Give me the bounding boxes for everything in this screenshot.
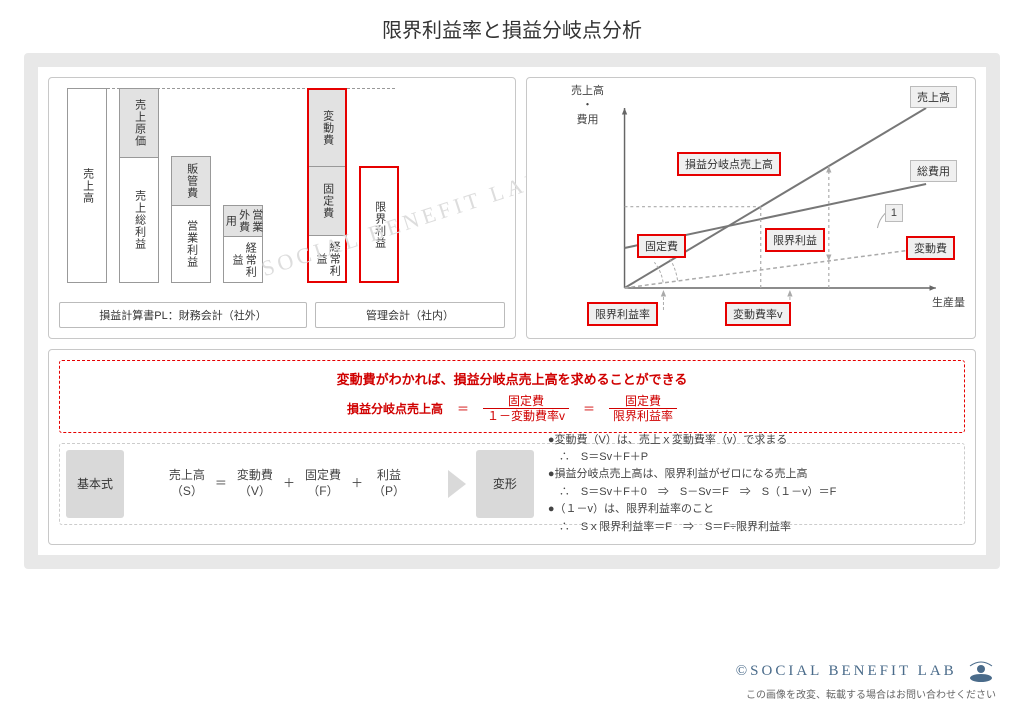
arrow-icon [448,470,466,498]
eq-term: 変動費（V） [237,468,273,499]
eq-term: 利益（P） [373,468,405,499]
x-axis-label: 生産量 [932,296,965,310]
bar-segment: 売上高 [68,89,106,282]
basic-pill: 基本式 [66,450,124,518]
footer-management: 管理会計（社内） [315,302,505,328]
frac1-num: 固定費 [504,394,548,408]
brand-text: ©SOCIAL BENEFIT LAB [736,663,957,679]
bar-segment: 営業外費用 [224,206,262,236]
marginal-rate-label: 限界利益率 [587,302,658,326]
callout-title: 変動費がわかれば、損益分岐点売上高を求めることができる [72,369,952,388]
callout: 変動費がわかれば、損益分岐点売上高を求めることができる 損益分岐点売上高 ＝ 固… [59,360,965,433]
derivation-line: ●損益分岐点売上高は、限界利益がゼロになる売上高 [548,467,956,482]
derivation-line: ●（１－v）は、限界利益率のこと [548,502,956,517]
slope-one-label: 1 [885,204,903,222]
bar-segment: 固定費 [309,166,345,235]
bar-chart-area: 売上高売上原価売上総利益販管費営業利益営業外費用経常利益変動費固定費経常利益限界… [59,88,505,283]
equals-2: ＝ [583,400,595,417]
frac2-den: 限界利益率 [609,408,677,423]
bar-column: 販管費営業利益 [171,156,211,283]
eq-term: ＝ [215,476,227,492]
fixed-cost-label: 固定費 [637,234,686,258]
variable-cost-label: 変動費 [906,236,955,260]
derivation-line: ●変動費（V）は、売上ｘ変動費率（v）で求まる [548,433,956,448]
fraction-2: 固定費 限界利益率 [609,394,677,424]
derivation-line: ∴ S＝Sv＋F＋P [548,450,956,465]
frac1-den: １－変動費率v [483,408,569,423]
fraction-1: 固定費 １－変動費率v [483,394,569,424]
page-title: 限界利益率と損益分岐点分析 [0,0,1024,53]
frac2-num: 固定費 [621,394,665,408]
equation-block: 売上高（S） ＝ 変動費（V） ＋ 固定費（F） ＋ 利益（P） [130,444,444,524]
bottom-panel: 変動費がわかれば、損益分岐点売上高を求めることができる 損益分岐点売上高 ＝ 固… [48,349,976,545]
bar-segment: 売上総利益 [120,157,158,282]
bar-segment: 変動費 [309,90,345,166]
footer-financial: 損益計算書PL：財務会計（社外） [59,302,307,328]
variable-rate-label: 変動費率v [725,302,791,326]
derivation-block: ●変動費（V）は、売上ｘ変動費率（v）で求まる ∴ S＝Sv＋F＋P●損益分岐点… [540,444,964,524]
equals-1: ＝ [457,400,469,417]
bar-segment: 営業利益 [172,205,210,282]
bar-column: 変動費固定費経常利益 [307,88,347,283]
bep-label: 損益分岐点売上高 [347,400,443,417]
footer-note: この画像を改変、転載する場合はお問い合わせください [736,686,996,701]
bar-segment: 限界利益 [361,168,397,281]
bar-column: 売上原価売上総利益 [119,88,159,283]
bar-column: 営業外費用経常利益 [223,205,263,283]
derivation-line: ∴ S＝Sv＋F＋0 ⇒ S－Sv＝F ⇒ S（１－v）＝F [548,485,956,500]
bar-segment: 販管費 [172,157,210,204]
marginal-profit-label: 限界利益 [765,228,825,252]
left-panel: 売上高売上原価売上総利益販管費営業利益営業外費用経常利益変動費固定費経常利益限界… [48,77,516,339]
bar-column: 限界利益 [359,166,399,283]
main-frame: 売上高売上原価売上総利益販管費営業利益営業外費用経常利益変動費固定費経常利益限界… [24,53,1000,569]
basic-formula-row: 基本式 売上高（S） ＝ 変動費（V） ＋ 固定費（F） ＋ 利益（P） 変形 ●変動費（V… [59,443,965,525]
total-cost-label: 総費用 [910,160,957,182]
footer-brand: ©SOCIAL BENEFIT LAB この画像を改変、転載する場合はお問い合わ… [736,660,996,701]
eq-term: ＋ [351,476,363,492]
bep-sales-label: 損益分岐点売上高 [677,152,781,176]
bar-segment: 経常利益 [224,236,262,282]
left-footers: 損益計算書PL：財務会計（社外） 管理会計（社内） [59,302,505,328]
eq-term: 売上高（S） [169,468,205,499]
sales-line-label: 売上高 [910,86,957,108]
bar-column: 売上高 [67,88,107,283]
y-axis-label: 売上高 ・ 費用 [571,84,604,127]
bep-formula: 損益分岐点売上高 ＝ 固定費 １－変動費率v ＝ 固定費 限界利益率 [72,394,952,424]
transform-pill: 変形 [476,450,534,518]
bar-segment: 経常利益 [309,235,345,281]
eq-term: 固定費（F） [305,468,341,499]
eq-term: ＋ [283,476,295,492]
brand-logo-icon [966,660,996,684]
bar-segment: 売上原価 [120,89,158,157]
derivation-line: ∴ Sｘ限界利益率＝F ⇒ S＝F÷限界利益率 [548,520,956,535]
right-panel: 売上高 ・ 費用 生産量 売上高 総費用 損益分岐点売上高 固定費 限界利益 変… [526,77,976,339]
